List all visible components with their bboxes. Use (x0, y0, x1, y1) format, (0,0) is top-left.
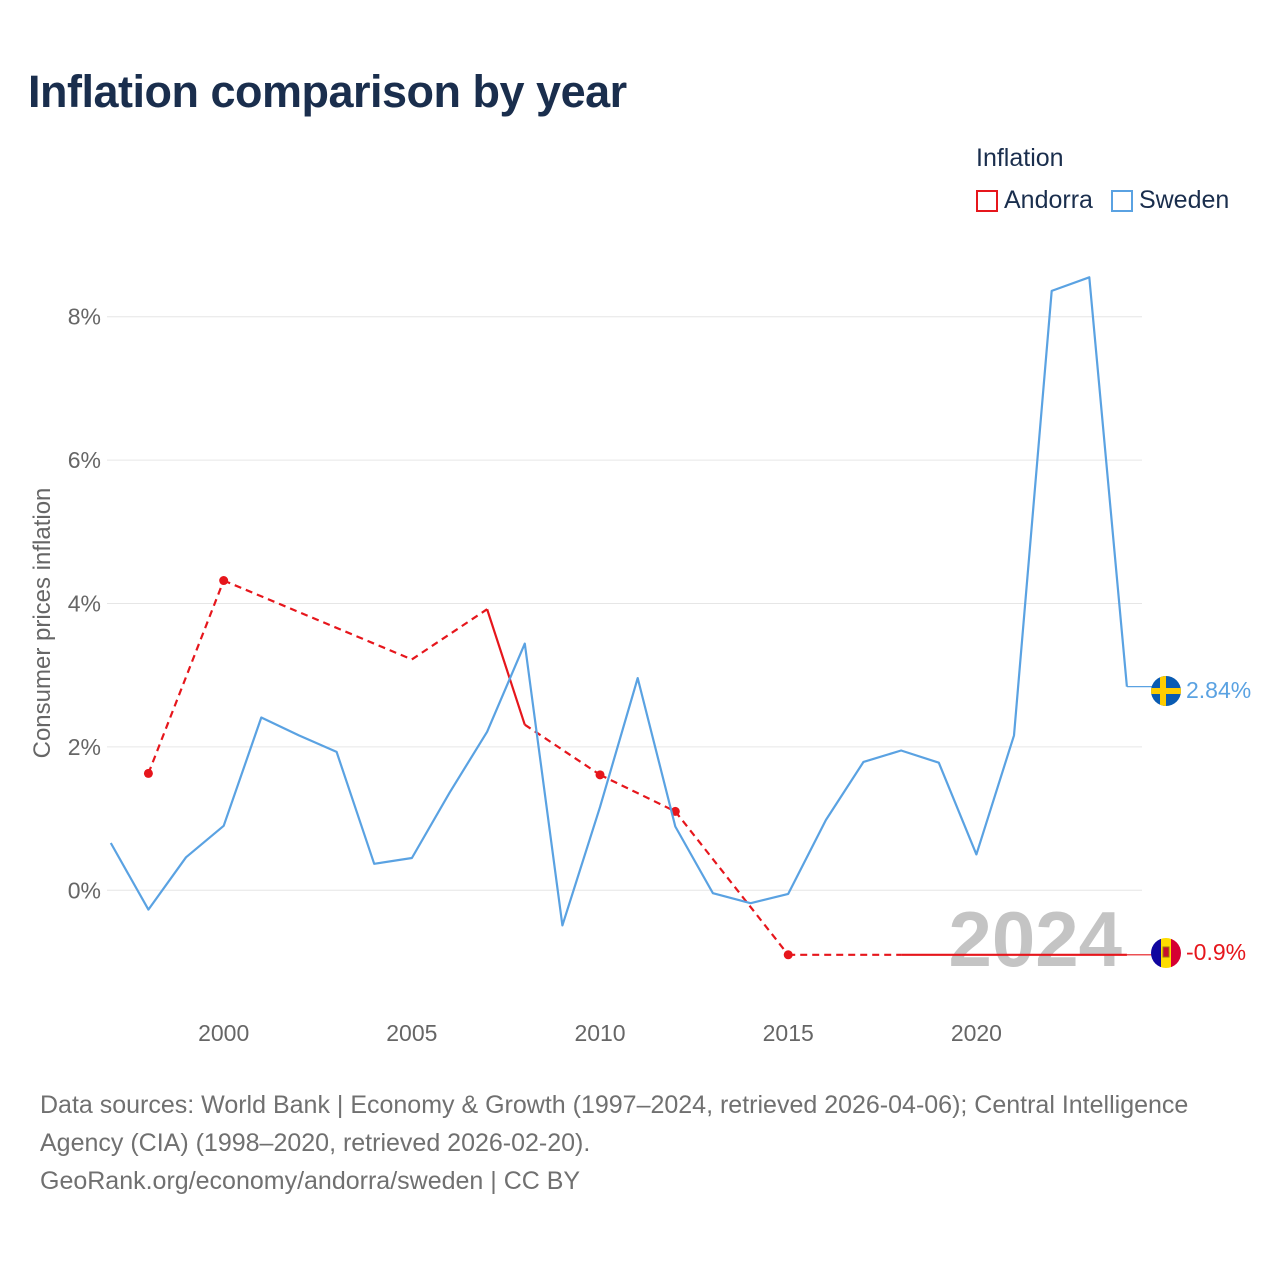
y-tick-label: 2% (68, 734, 101, 760)
y-tick-label: 8% (68, 304, 101, 330)
line-segment-andorra (411, 608, 488, 661)
x-tick-label: 2005 (386, 1020, 437, 1046)
legend-item-sweden[interactable]: Sweden (1110, 186, 1230, 215)
chart-title: Inflation comparison by year (28, 66, 627, 117)
data-point-andorra (783, 950, 793, 960)
line-segment-andorra (223, 579, 413, 661)
footer-credit[interactable]: GeoRank.org/economy/andorra/sweden | CC … (40, 1167, 581, 1195)
legend-label-sweden: Sweden (1138, 186, 1230, 214)
x-tick-label: 2020 (951, 1020, 1002, 1046)
y-tick-label: 6% (68, 447, 101, 473)
line-segment-andorra (674, 810, 790, 956)
data-point-andorra (143, 768, 153, 778)
series-andorra (143, 576, 1152, 960)
andorra-flag-icon (1151, 938, 1181, 968)
end-label-andorra: -0.9% (1186, 939, 1246, 965)
line-segment-andorra (486, 608, 526, 726)
series-sweden (109, 276, 1152, 927)
line-segment-andorra (599, 773, 676, 813)
x-tick-label: 2010 (574, 1020, 625, 1046)
current-year-watermark: 2024 (948, 895, 1122, 983)
footer: Data sources: World Bank | Economy & Gro… (40, 1086, 1250, 1200)
footer-sources-line-2: Agency (CIA) (1998–2020, retrieved 2026-… (40, 1129, 591, 1157)
x-tick-label: 2015 (763, 1020, 814, 1046)
legend-swatch-andorra (976, 189, 998, 212)
footer-sources-line-1: Data sources: World Bank | Economy & Gro… (40, 1091, 1189, 1119)
series-line-sweden (109, 276, 1128, 927)
data-point-andorra (219, 576, 229, 586)
y-tick-label: 0% (68, 877, 101, 903)
x-tick-label: 2000 (198, 1020, 249, 1046)
legend-item-andorra[interactable]: Andorra (976, 186, 1093, 215)
line-segment-andorra (147, 580, 225, 774)
y-axis-label: Consumer prices inflation (29, 488, 56, 759)
sweden-flag-icon (1151, 676, 1181, 706)
data-point-andorra (595, 770, 605, 780)
y-tick-label: 4% (68, 590, 101, 616)
legend-label-andorra: Andorra (1004, 186, 1093, 214)
end-label-sweden: 2.84% (1186, 677, 1251, 703)
legend: Andorra Sweden (976, 186, 1229, 215)
chart: 0% 2% 4% 6% 8% 2000 2005 2010 2015 2020 Consumer… (29, 276, 1251, 1046)
legend-title: Inflation (976, 144, 1064, 172)
legend-swatch-sweden (1110, 189, 1133, 212)
